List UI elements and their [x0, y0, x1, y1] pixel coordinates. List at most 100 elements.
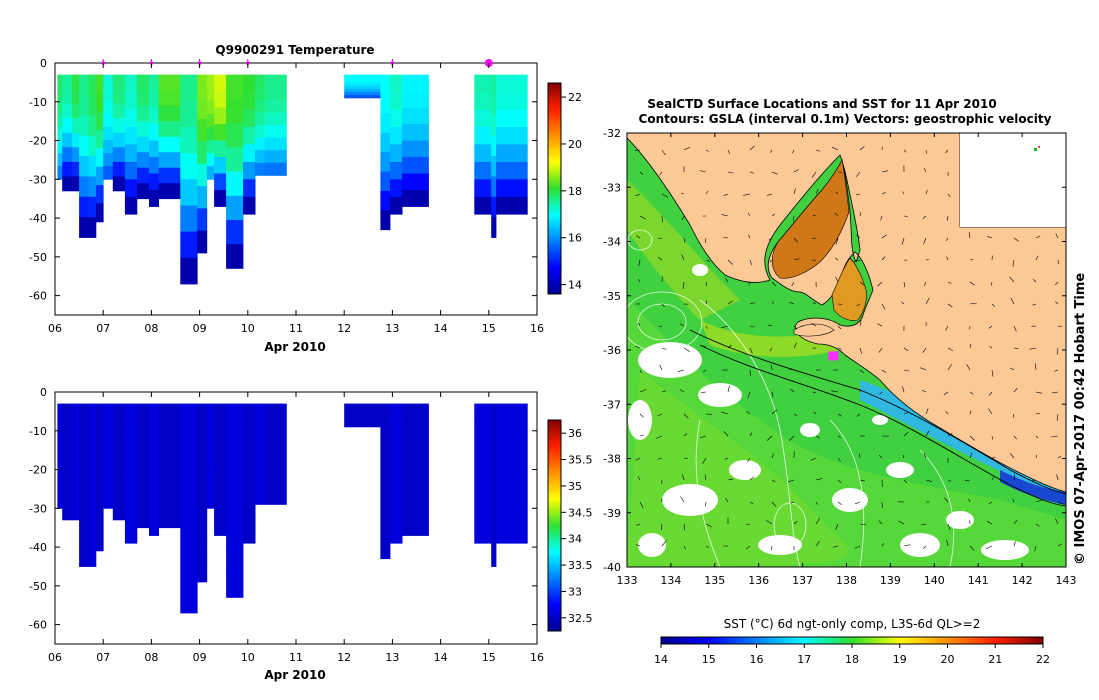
- profile-cell: [103, 113, 114, 128]
- profile-cell: [255, 112, 265, 126]
- velocity-vector: [854, 501, 861, 505]
- profile-cell: [264, 491, 287, 505]
- profile-cell: [197, 403, 208, 427]
- velocity-vector: [681, 215, 685, 221]
- salinity-profile-cells: [57, 403, 528, 614]
- profile-cell: [62, 403, 73, 419]
- velocity-vector: [920, 367, 927, 371]
- velocity-vector: [749, 145, 755, 151]
- velocity-vector: [969, 435, 975, 441]
- profile-cell: [390, 421, 403, 439]
- map-y-tick-label: -39: [603, 507, 621, 520]
- velocity-vector: [947, 347, 953, 351]
- colorbar-tick-label: 33: [568, 585, 582, 598]
- velocity-vector: [727, 171, 734, 174]
- velocity-vector: [724, 457, 729, 460]
- velocity-vector: [657, 457, 663, 460]
- velocity-vector: [771, 453, 774, 459]
- x-tick-label: 08: [144, 651, 158, 664]
- velocity-vector: [703, 369, 707, 373]
- profile-cell: [112, 89, 126, 105]
- velocity-vector: [1035, 499, 1042, 503]
- profile-cell: [112, 447, 126, 463]
- profile-cell: [402, 486, 429, 503]
- profile-cell: [402, 107, 429, 125]
- velocity-vector: [925, 258, 929, 261]
- velocity-vector: [856, 171, 861, 177]
- velocity-vector: [771, 301, 775, 305]
- profile-cell: [206, 495, 215, 509]
- profile-cell: [264, 454, 287, 467]
- velocity-vector: [991, 476, 994, 481]
- velocity-vector: [770, 149, 773, 153]
- velocity-vector: [835, 191, 839, 195]
- profile-cell: [96, 477, 104, 497]
- profile-cell: [402, 91, 429, 108]
- profile-cell: [88, 74, 97, 96]
- velocity-vector: [1056, 474, 1059, 481]
- profile-cell: [206, 87, 215, 102]
- profile-cell: [88, 95, 97, 116]
- profile-cell: [496, 508, 528, 527]
- velocity-vector: [748, 281, 751, 285]
- profile-cell: [124, 127, 138, 145]
- sst-colorbar-tick-label: 21: [988, 653, 1002, 666]
- profile-cell: [88, 525, 97, 547]
- velocity-vector: [811, 259, 817, 261]
- velocity-vector: [660, 523, 663, 531]
- profile-cell: [79, 444, 90, 466]
- profile-cell: [180, 586, 198, 614]
- temperature-colorbar-ticks: 14 16 18 20 22: [561, 91, 582, 292]
- velocity-vector: [658, 256, 663, 261]
- profile-cell: [206, 469, 215, 483]
- velocity-vector: [856, 303, 861, 307]
- profile-cell: [136, 450, 150, 467]
- velocity-vector: [659, 171, 663, 176]
- velocity-vector: [721, 411, 729, 415]
- profile-cell: [180, 100, 198, 128]
- velocity-vector: [727, 259, 734, 265]
- x-tick-label: 12: [337, 322, 351, 335]
- profile-cell: [214, 124, 227, 141]
- profile-cell: [197, 470, 208, 494]
- profile-cell: [96, 129, 104, 149]
- velocity-vector: [1013, 474, 1016, 481]
- velocity-vector: [859, 347, 863, 354]
- profile-cell: [255, 479, 265, 493]
- profile-cell: [402, 173, 429, 191]
- profile-cell: [390, 196, 403, 215]
- profile-cell: [180, 179, 198, 206]
- profile-cell: [71, 490, 80, 506]
- profile-cell: [112, 461, 126, 477]
- x-tick-label: 15: [482, 651, 496, 664]
- profile-cell: [88, 196, 97, 218]
- velocity-vector: [1012, 259, 1015, 267]
- profile-cell: [380, 113, 391, 134]
- profile-cell: [474, 109, 492, 128]
- profile-cell: [149, 469, 159, 487]
- temperature-y-ticks: 0 -10 -20 -30 -40 -50 -60: [29, 57, 537, 303]
- profile-cell: [491, 525, 497, 547]
- velocity-vector: [837, 413, 842, 417]
- velocity-vector: [638, 322, 641, 327]
- velocity-vector: [705, 190, 709, 195]
- velocity-vector: [1035, 255, 1039, 261]
- profile-cell: [206, 113, 215, 128]
- inset-mark-red: [1038, 146, 1040, 148]
- salinity-xlabel: Apr 2010: [264, 668, 325, 682]
- profile-cell: [57, 127, 63, 141]
- velocity-vector: [747, 391, 751, 399]
- velocity-vector: [679, 389, 685, 393]
- profile-cell: [103, 153, 114, 167]
- profile-cell: [206, 100, 215, 115]
- velocity-vector: [767, 324, 773, 327]
- velocity-vector: [683, 545, 686, 549]
- profile-cell: [62, 461, 73, 477]
- velocity-vector: [837, 457, 841, 462]
- profile-cell: [214, 140, 227, 158]
- profile-cell: [71, 447, 80, 463]
- profile-cell: [79, 485, 90, 506]
- profile-cell: [71, 476, 80, 492]
- profile-cell: [57, 442, 63, 457]
- profile-cell: [474, 421, 492, 439]
